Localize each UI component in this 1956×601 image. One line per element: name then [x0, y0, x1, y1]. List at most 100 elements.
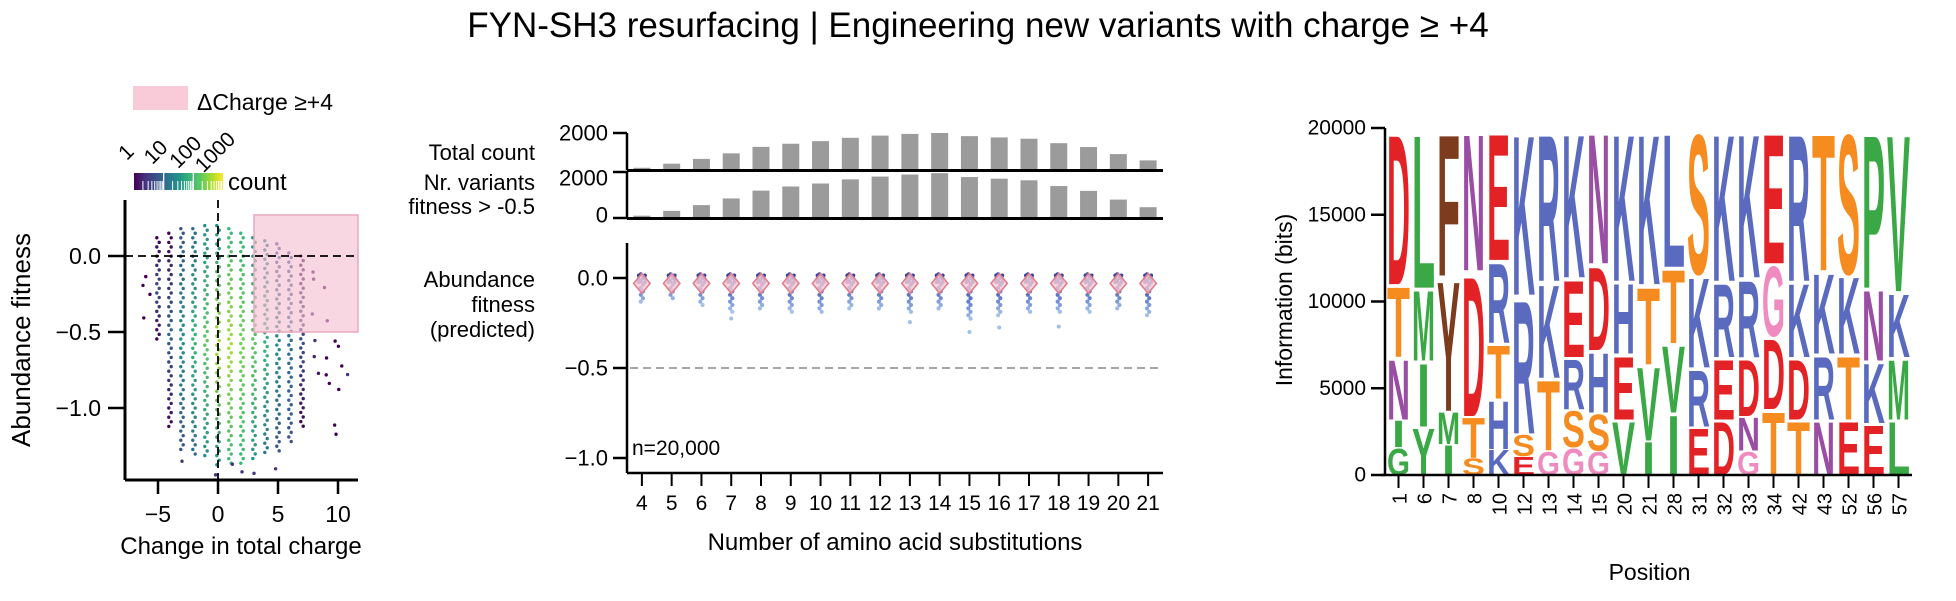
bar	[663, 210, 681, 218]
svg-text:Y: Y	[1412, 415, 1435, 490]
svg-text:1: 1	[1390, 493, 1412, 504]
violin-diamond	[721, 272, 741, 295]
svg-text:56: 56	[1865, 493, 1887, 515]
svg-text:7: 7	[1440, 493, 1462, 504]
svg-text:V: V	[1887, 88, 1910, 338]
svg-text:T: T	[1662, 248, 1685, 366]
svg-text:R: R	[1687, 354, 1710, 444]
svg-text:N: N	[1737, 408, 1760, 461]
svg-text:15: 15	[958, 492, 981, 515]
svg-text:14: 14	[1565, 493, 1587, 515]
bar	[1050, 186, 1068, 218]
svg-text:D: D	[1387, 92, 1410, 330]
bar	[931, 173, 949, 218]
svg-text:I: I	[1642, 432, 1655, 485]
bar	[782, 143, 800, 170]
svg-text:10: 10	[325, 501, 351, 527]
svg-text:7: 7	[725, 492, 737, 515]
svg-text:−0.5: −0.5	[565, 356, 608, 381]
svg-text:13: 13	[1540, 493, 1562, 515]
svg-text:T: T	[1787, 406, 1810, 491]
svg-text:4: 4	[636, 492, 648, 515]
svg-text:T: T	[1837, 339, 1860, 440]
svg-text:Nr. variants: Nr. variants	[424, 170, 535, 195]
svg-text:−1.0: −1.0	[56, 395, 101, 421]
svg-text:Y: Y	[1437, 243, 1460, 451]
figure-title: FYN-SH3 resurfacing | Engineering new va…	[467, 6, 1489, 45]
svg-text:D: D	[1712, 406, 1735, 491]
colorbar-gradient	[134, 173, 223, 190]
bar	[1080, 147, 1098, 170]
svg-text:N: N	[1462, 94, 1485, 312]
svg-text:21: 21	[1136, 492, 1159, 515]
svg-text:K: K	[1537, 257, 1560, 406]
svg-text:6: 6	[696, 492, 708, 515]
violin-diamond	[781, 272, 801, 295]
violin-diamond	[1079, 272, 1098, 295]
svg-text:D: D	[1787, 342, 1810, 438]
svg-text:12: 12	[1515, 493, 1537, 515]
svg-text:S: S	[1687, 94, 1710, 317]
svg-text:2000: 2000	[559, 166, 608, 191]
svg-text:Abundance: Abundance	[424, 267, 535, 292]
svg-text:K: K	[1862, 346, 1885, 442]
svg-text:V: V	[1662, 327, 1685, 433]
svg-text:28: 28	[1665, 493, 1687, 515]
svg-text:52: 52	[1840, 493, 1862, 515]
bar	[931, 133, 949, 170]
bar	[990, 137, 1008, 170]
svg-text:S: S	[1587, 403, 1610, 461]
svg-text:15: 15	[1590, 493, 1612, 515]
svg-text:0.0: 0.0	[69, 243, 101, 269]
svg-text:K: K	[1512, 89, 1535, 344]
svg-text:31: 31	[1690, 493, 1712, 515]
svg-text:T: T	[1387, 267, 1410, 379]
svg-text:21: 21	[1640, 493, 1662, 515]
violin-diamond	[692, 272, 711, 295]
svg-text:D: D	[1462, 236, 1485, 459]
bar	[752, 146, 770, 170]
substitution-panel: 2000 Total count 2000 0 Nr. variantsfitness …	[408, 121, 1163, 556]
svg-text:(predicted): (predicted)	[430, 317, 535, 342]
bar	[812, 183, 830, 218]
svg-text:T: T	[1537, 361, 1560, 473]
violin-diamond	[870, 272, 890, 295]
svg-text:G: G	[1387, 441, 1410, 483]
svg-text:L: L	[1412, 91, 1435, 335]
violin-diamond	[1019, 272, 1039, 295]
svg-text:18: 18	[1047, 492, 1070, 515]
svg-text:D: D	[1587, 244, 1610, 376]
bar	[960, 177, 978, 218]
bar	[692, 158, 710, 170]
violin-diamond	[1138, 272, 1158, 295]
svg-text:8: 8	[755, 492, 767, 515]
svg-text:E: E	[1862, 411, 1885, 491]
svg-text:S: S	[1462, 454, 1485, 481]
svg-text:R: R	[1512, 262, 1535, 475]
svg-text:1: 1	[114, 140, 139, 165]
svg-text:R: R	[1487, 240, 1510, 368]
bar	[901, 174, 919, 218]
svg-text:H: H	[1612, 264, 1635, 376]
logo-axes: 0 5000 10000 15000 20000 Information (bits) 1 6…	[1271, 117, 1912, 585]
svg-text:20: 20	[1107, 492, 1130, 515]
svg-text:G: G	[1587, 445, 1610, 482]
svg-text:K: K	[1712, 91, 1735, 326]
bar	[663, 163, 681, 170]
svg-text:0: 0	[1354, 464, 1366, 487]
svg-text:F: F	[1437, 93, 1460, 319]
violin-diamond	[960, 272, 979, 295]
svg-text:R: R	[1737, 259, 1760, 381]
svg-text:2000: 2000	[559, 121, 608, 146]
svg-text:G: G	[1537, 445, 1560, 482]
